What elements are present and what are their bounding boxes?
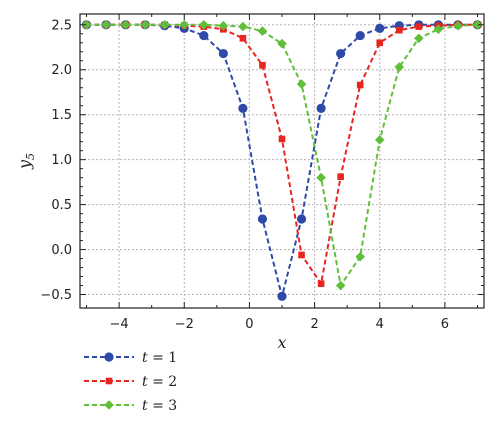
plot-frame xyxy=(79,13,485,309)
tick-labels: −4 −2 0 2 4 6 −0.5 0.0 0.5 1.0 1.5 2.0 2.5 xyxy=(40,18,449,332)
series-line xyxy=(86,23,478,289)
x-tick-label: 0 xyxy=(245,317,253,332)
data-point xyxy=(199,19,209,30)
data-point xyxy=(316,172,326,183)
legend-marker xyxy=(104,400,114,410)
legend-item: t = 1 xyxy=(84,350,177,366)
series-layer xyxy=(81,19,483,301)
data-point xyxy=(337,173,344,181)
y-axis-label: y5 xyxy=(15,153,37,170)
legend-item: t = 3 xyxy=(84,398,177,414)
data-point xyxy=(239,34,247,42)
y-tick-label: 1.0 xyxy=(51,153,72,168)
data-point xyxy=(376,39,384,47)
data-point xyxy=(335,280,346,291)
y-tick-label: 0.0 xyxy=(51,243,72,258)
data-point xyxy=(179,19,190,30)
data-point xyxy=(414,33,424,44)
data-point xyxy=(277,291,287,301)
x-tick-label: 4 xyxy=(376,317,384,332)
data-point xyxy=(472,19,483,30)
x-tick-label: −2 xyxy=(175,317,194,332)
y-tick-label: 0.5 xyxy=(51,198,72,213)
data-point xyxy=(218,48,228,59)
data-point xyxy=(355,251,365,262)
data-point xyxy=(394,62,405,72)
series-line xyxy=(86,23,478,297)
data-point xyxy=(296,214,307,224)
series-3 xyxy=(81,19,483,291)
data-point xyxy=(81,19,92,30)
legend-marker xyxy=(105,377,113,385)
data-point xyxy=(199,30,209,41)
series-line xyxy=(86,23,478,287)
data-point xyxy=(355,30,365,41)
data-point xyxy=(140,19,150,30)
data-point xyxy=(356,81,364,89)
data-point xyxy=(257,214,268,224)
data-point xyxy=(278,135,286,143)
data-point xyxy=(374,135,385,145)
grid xyxy=(80,14,484,308)
series-1 xyxy=(81,20,483,301)
legend-label: t = 3 xyxy=(142,398,177,414)
data-point xyxy=(277,38,287,49)
data-point xyxy=(453,20,463,31)
data-point xyxy=(120,19,131,30)
data-point xyxy=(101,19,111,30)
x-tick-label: 2 xyxy=(310,317,318,332)
y-tick-label: 1.5 xyxy=(51,108,72,123)
data-point xyxy=(259,61,266,69)
data-point xyxy=(433,24,444,35)
y-tick-label: −0.5 xyxy=(40,288,72,303)
ticks xyxy=(80,14,484,308)
x-axis-label: x xyxy=(277,333,286,352)
legend-item: t = 2 xyxy=(84,374,177,390)
x-tick-label: −4 xyxy=(110,317,129,332)
data-point xyxy=(159,19,170,30)
legend-label: t = 2 xyxy=(142,374,177,390)
data-point xyxy=(317,280,325,288)
legend-label: t = 1 xyxy=(142,350,177,366)
data-point xyxy=(296,79,307,89)
y-tick-label: 2.5 xyxy=(51,18,72,33)
legend-marker xyxy=(104,352,114,362)
data-point xyxy=(238,21,248,32)
data-point xyxy=(298,251,305,259)
data-point xyxy=(238,103,248,114)
data-point xyxy=(316,103,326,114)
data-point xyxy=(415,23,423,30)
legend: t = 1 t = 2 t = 3 xyxy=(84,350,177,414)
data-point xyxy=(257,26,268,36)
y-tick-label: 2.0 xyxy=(51,63,72,78)
series-2 xyxy=(83,21,481,288)
data-point xyxy=(218,20,229,31)
data-point xyxy=(336,48,346,59)
data-point xyxy=(395,26,403,34)
x-tick-label: 6 xyxy=(441,317,449,332)
data-point xyxy=(375,23,385,33)
